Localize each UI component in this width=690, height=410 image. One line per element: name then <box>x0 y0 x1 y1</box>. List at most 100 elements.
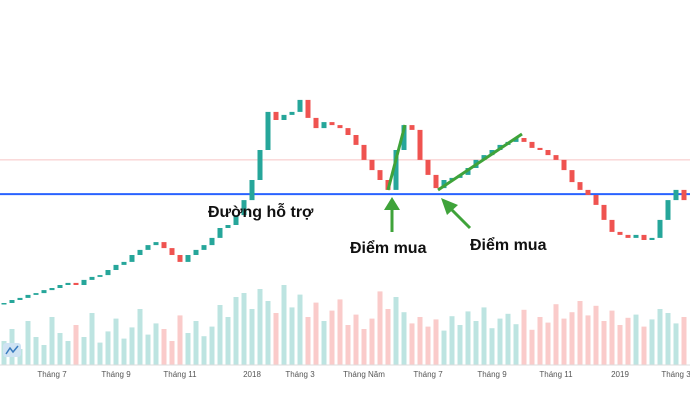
volume-bar <box>41 345 47 365</box>
candle-body <box>329 122 335 126</box>
candle-body <box>401 125 407 150</box>
candle-body <box>257 150 263 180</box>
candle-body <box>25 294 31 298</box>
candle-body <box>81 279 87 285</box>
volume-bar <box>217 305 223 365</box>
candle-body <box>41 290 47 294</box>
trend-line <box>386 124 407 191</box>
candle-body <box>313 117 319 129</box>
volume-bar <box>417 317 423 365</box>
x-tick-label: Tháng 9 <box>101 370 131 379</box>
volume-bar <box>625 317 631 365</box>
candle-body <box>297 99 303 112</box>
candle-body <box>161 242 167 249</box>
volume-bar <box>585 315 591 365</box>
volume-bar <box>201 336 207 365</box>
candle-body <box>265 111 271 150</box>
hline-layer <box>0 159 690 196</box>
candle-body <box>337 125 343 129</box>
volume-bar <box>425 326 431 365</box>
candle-body <box>113 264 119 270</box>
candle-body <box>617 231 623 235</box>
volume-bar <box>345 325 351 365</box>
candle-body <box>289 111 295 115</box>
volume-bar <box>369 318 375 365</box>
volume-bar <box>673 323 679 365</box>
x-tick-label: Tháng 11 <box>163 370 197 379</box>
volume-bar <box>33 337 39 365</box>
candle-body <box>425 159 431 175</box>
volume-bar <box>161 329 167 365</box>
x-tick-label: 2019 <box>611 370 629 379</box>
volume-bar <box>497 318 503 365</box>
candle-body <box>537 147 543 150</box>
candle-body <box>377 170 383 180</box>
x-tick-label: Tháng Năm <box>343 370 385 379</box>
volume-bar <box>145 334 151 365</box>
candle-body <box>393 150 399 190</box>
volume-bar <box>449 316 455 365</box>
candle-body <box>9 300 15 303</box>
candle-body <box>17 297 23 300</box>
volume-bar <box>97 342 103 365</box>
volume-bar <box>473 321 479 365</box>
volume-bar <box>169 341 175 365</box>
volume-bar <box>249 309 255 365</box>
volume-bar <box>225 317 231 365</box>
x-tick-label: Tháng 7 <box>413 370 443 379</box>
candle-body <box>561 159 567 171</box>
volume-bar <box>185 333 191 365</box>
candle-body <box>169 248 175 255</box>
volume-bar <box>129 327 135 365</box>
x-tick-label: 2018 <box>243 370 261 379</box>
volume-bar <box>409 323 415 365</box>
candle-body <box>177 255 183 262</box>
annotation: Điểm mua <box>470 236 547 254</box>
volume-bar <box>457 325 463 365</box>
volume-bar <box>265 301 271 365</box>
volume-bar <box>89 313 95 365</box>
volume-bar <box>73 325 79 365</box>
volume-bar <box>633 314 639 365</box>
candle-body <box>273 111 279 120</box>
volume-bar <box>393 297 399 365</box>
volume-bar <box>569 312 575 365</box>
candle-body <box>649 237 655 240</box>
candle-body <box>65 282 71 285</box>
candle-body <box>73 282 79 285</box>
candle-body <box>121 261 127 265</box>
volume-bar <box>529 329 535 365</box>
arrow <box>384 197 400 232</box>
candle-body <box>593 195 599 205</box>
candle-body <box>569 170 575 183</box>
candle-body <box>49 288 55 291</box>
volume-bar <box>665 313 671 365</box>
x-tick-label: Tháng 11 <box>539 370 573 379</box>
candle-body <box>201 245 207 250</box>
volume-bar <box>297 294 303 365</box>
candle-body <box>233 215 239 225</box>
candle-body <box>673 189 679 201</box>
volume-bar <box>441 330 447 365</box>
candle-body <box>137 249 143 255</box>
candle-body <box>553 155 559 160</box>
volume-bar <box>49 317 55 365</box>
arrow <box>441 198 472 230</box>
candle-body <box>281 114 287 120</box>
candle-body <box>601 204 607 220</box>
candle-body <box>441 180 447 189</box>
volume-bar <box>385 309 391 365</box>
candle-body <box>345 128 351 135</box>
candle-body <box>241 200 247 216</box>
volume-bar <box>281 285 287 365</box>
volume-bar <box>505 313 511 365</box>
x-tick-label: Tháng 7 <box>37 370 67 379</box>
volume-bar <box>65 341 71 365</box>
volume-bar <box>17 349 23 365</box>
candle-body <box>609 219 615 232</box>
volume-bar <box>481 307 487 365</box>
candle-body <box>361 144 367 160</box>
candle-body <box>97 275 103 277</box>
candle-body <box>249 180 255 201</box>
